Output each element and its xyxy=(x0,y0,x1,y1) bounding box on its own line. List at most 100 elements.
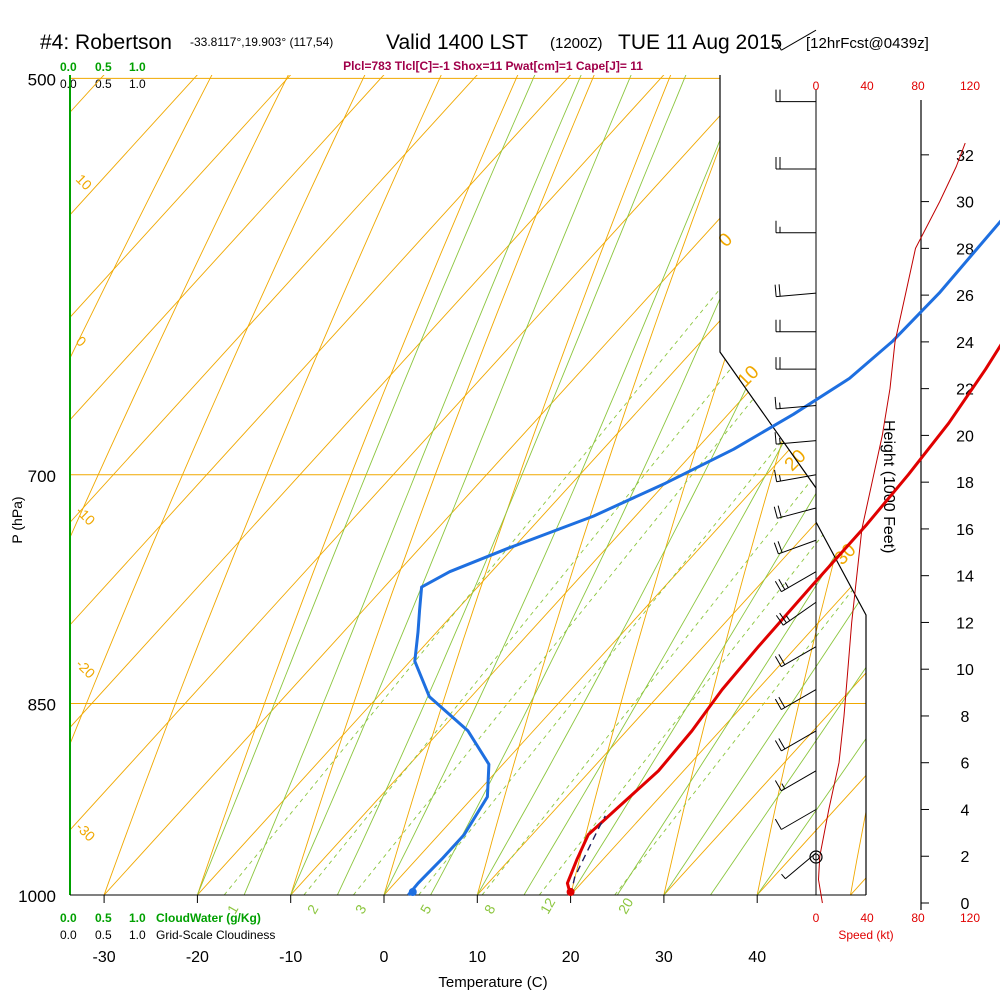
moist-adiabat-line xyxy=(663,75,866,895)
wind-barb-full xyxy=(774,740,782,752)
wind-barb-shaft xyxy=(785,852,817,880)
wind-barb-shaft xyxy=(777,507,817,519)
wind-barb-full xyxy=(774,780,782,792)
bottom-cw-label: CloudWater (g/Kg) xyxy=(156,911,261,925)
top-speed-tick: 40 xyxy=(860,79,874,93)
surface-temperature-marker xyxy=(566,888,575,896)
dry-adiabat-line xyxy=(196,75,866,895)
moist-adiabat-line xyxy=(383,75,866,895)
pressure-tick-label: 500 xyxy=(28,70,56,89)
wind-barb xyxy=(775,89,816,103)
mixing-ratio-label: 12 xyxy=(537,895,559,917)
wind-barb-shaft xyxy=(776,404,817,410)
height-tick-label: 2 xyxy=(961,849,970,866)
temperature-tick-label: 0 xyxy=(380,949,389,966)
mixing-ratio-label: 8 xyxy=(481,902,499,917)
top-cloudiness-scale: 0.0 0.5 1.0 xyxy=(60,77,146,91)
moist-adiabat-line xyxy=(243,75,866,895)
isotherm-label: 30 xyxy=(831,540,861,570)
wind-barb-shaft xyxy=(776,440,817,445)
lcl-marker-inner xyxy=(812,853,820,861)
pressure-tick-label: 1000 xyxy=(18,887,56,906)
top-cloudwater-scale: 0.0 0.5 1.0 xyxy=(60,60,146,74)
temperature-tick-label: 20 xyxy=(562,949,580,966)
wind-barb-shaft xyxy=(781,770,817,792)
isotherm-line xyxy=(70,75,866,895)
wind-barb xyxy=(774,770,817,792)
speed-axis-label: Speed (kt) xyxy=(838,928,893,942)
mixing-ratio-label: 20 xyxy=(615,895,637,917)
wind-barb xyxy=(774,730,817,752)
mixing-ratio-label: 5 xyxy=(417,902,435,917)
wind-barb-half xyxy=(779,437,781,444)
top-speed-tick: 80 xyxy=(911,79,925,93)
wind-barb-full xyxy=(774,432,777,445)
wind-barb xyxy=(781,852,817,880)
mixing-ratio-label: 2 xyxy=(304,902,322,917)
wind-barb-half xyxy=(779,475,782,482)
valid-date: TUE 11 Aug 2015 xyxy=(618,31,782,54)
thermo-background-lines xyxy=(70,75,866,895)
mixing-ratio-line xyxy=(614,75,866,895)
height-tick-label: 0 xyxy=(961,896,970,913)
wind-barb-full xyxy=(773,542,779,555)
wind-barb-shaft xyxy=(781,689,817,711)
moist-adiabat-line xyxy=(616,75,866,895)
wind-barb-full xyxy=(778,284,781,297)
moist-adiabat-line xyxy=(570,75,866,895)
height-tick-label: 12 xyxy=(956,615,974,632)
isotherm-label: 20 xyxy=(781,446,811,476)
temperature-tick-label: -10 xyxy=(279,949,302,966)
wind-barb-full xyxy=(778,738,786,750)
height-axis-title: Height (1000 Feet) xyxy=(880,420,897,553)
height-tick-label: 26 xyxy=(956,288,974,305)
wind-barb-shaft xyxy=(781,29,817,51)
wind-barb xyxy=(774,809,817,830)
top-speed-scale: 0 40 80 120 xyxy=(813,79,981,93)
wind-barb xyxy=(775,220,816,234)
moist-adiabat-line xyxy=(336,75,866,895)
top-cloudiness-tick: 0.0 xyxy=(60,77,77,91)
wind-barb-full xyxy=(779,612,787,624)
wind-barb-shaft xyxy=(782,601,817,626)
height-tick-label: 18 xyxy=(956,475,974,492)
wind-barb xyxy=(774,284,817,298)
mixing-ratio-line xyxy=(481,75,866,895)
bottom-speed-tick: 80 xyxy=(911,911,925,925)
isotherm-line xyxy=(70,75,866,895)
dry-adiabat-label: -20 xyxy=(73,656,99,682)
dry-adiabat-label: -10 xyxy=(73,503,99,529)
bottom-cw-tick: 0.5 xyxy=(95,911,112,925)
bottom-cloudiness-tick: 1.0 xyxy=(129,928,146,942)
isotherm-line xyxy=(70,75,658,895)
wind-barb xyxy=(775,601,817,626)
height-tick-label: 8 xyxy=(961,709,970,726)
mixing-ratio-line xyxy=(223,75,866,895)
wind-barb xyxy=(774,646,817,668)
bottom-speed-tick: 40 xyxy=(860,911,874,925)
temperature-axis-title: Temperature (C) xyxy=(438,974,547,991)
isotherm-line xyxy=(850,75,866,895)
isotherm-line xyxy=(570,75,866,895)
temperature-tick-label: -30 xyxy=(93,949,116,966)
height-tick-label: 16 xyxy=(956,522,974,539)
isotherm-line xyxy=(197,75,866,895)
pressure-axis: 2503004005007008501000 xyxy=(18,70,56,906)
bottom-cw-tick: 1.0 xyxy=(129,911,146,925)
isotherm-line xyxy=(70,75,866,895)
wind-barb-shaft xyxy=(781,571,817,593)
moist-adiabat-line xyxy=(196,75,866,895)
top-cw-tick: 0.0 xyxy=(60,60,77,74)
wind-barb-shaft xyxy=(781,809,817,830)
station-coords: -33.8117°,19.903° (117,54) xyxy=(190,35,333,49)
top-cw-tick: 1.0 xyxy=(129,60,146,74)
lcl-marker-outer xyxy=(809,850,823,864)
wind-barb-full xyxy=(778,579,786,590)
dry-adiabat-line xyxy=(663,75,866,895)
moist-adiabat-line xyxy=(710,75,866,895)
wind-barb-half xyxy=(785,615,791,621)
wind-barb-full xyxy=(774,698,782,710)
dry-adiabat-line xyxy=(70,75,724,895)
